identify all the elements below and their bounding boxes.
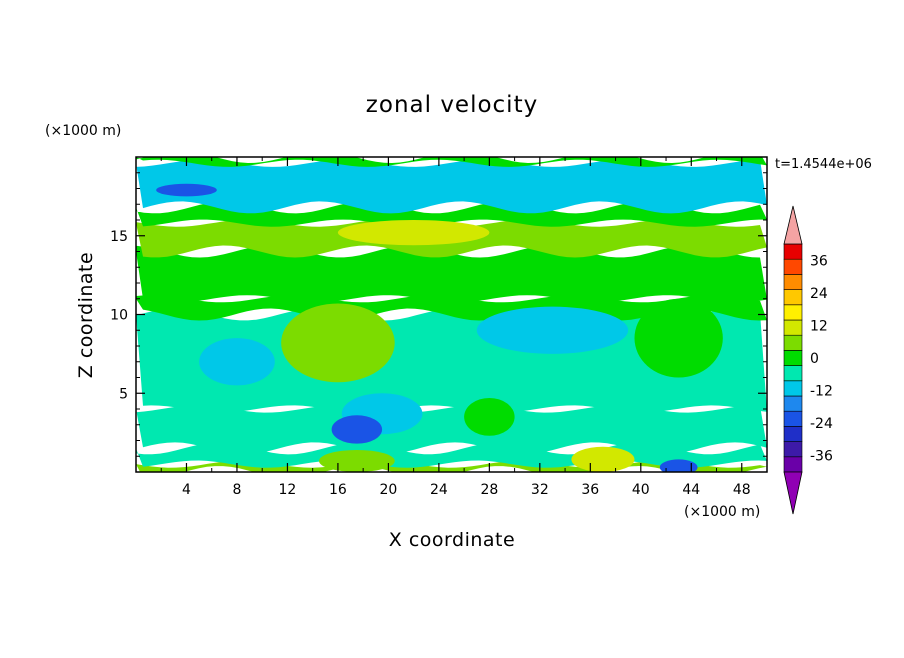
x-tick-label: 4 [182,482,191,498]
contour-feature-6 [156,183,217,197]
colorbar: -36 -24 -12 0 12 24 36 [783,205,833,515]
colorbar-tick-label: 0 [810,351,819,367]
colorbar-swatch-1 [783,441,803,458]
x-tick-label: 32 [531,482,549,498]
x-tick-label: 20 [379,482,397,498]
colorbar-swatch-8 [783,334,803,351]
y-tick-label: 5 [119,386,128,402]
colorbar-swatch-13 [783,258,803,275]
x-tick-label: 36 [581,482,599,498]
colorbar-swatch-9 [783,319,803,336]
contour-feature-7 [659,459,698,472]
x-tick-label: 28 [480,482,498,498]
colorbar-tick-label: -24 [810,416,833,432]
contour-feature-10 [337,220,490,246]
colorbar-tick-label: 36 [810,253,828,269]
x-axis-label: X coordinate [389,529,515,551]
colorbar-swatch-12 [783,274,803,290]
colorbar-swatch-10 [783,304,803,321]
colorbar-over-triangle [783,205,803,245]
colorbar-swatch-0 [783,456,803,473]
x-tick-label: 8 [232,482,241,498]
contour-band-8 [136,159,767,214]
y-axis-unit: (×1000 m) [45,123,121,139]
x-tick-label: 16 [329,482,347,498]
contour-field [136,157,767,472]
colorbar-swatch-14 [783,243,803,260]
chart-title: zonal velocity [366,92,538,118]
contour-feature-5 [331,415,383,444]
contour-feature-1 [476,306,629,354]
x-axis-unit: (×1000 m) [684,504,760,520]
colorbar-under-triangle [783,471,803,515]
colorbar-swatch-7 [783,350,803,366]
x-tick-label: 40 [632,482,650,498]
colorbar-swatch-11 [783,289,803,306]
colorbar-swatch-2 [783,426,803,442]
x-tick-label: 44 [682,482,700,498]
colorbar-tick-label: 24 [810,286,828,302]
contour-band-2 [136,405,767,455]
contour-feature-8 [571,446,635,472]
colorbar-swatch-5 [783,380,803,397]
colorbar-swatch-3 [783,410,803,427]
contour-band-5 [136,245,767,303]
colorbar-tick-label: -12 [810,384,833,400]
contour-band-7 [136,201,767,227]
y-axis-label: Z coordinate [75,252,97,378]
x-tick-label: 48 [733,482,751,498]
contour-band-9 [136,157,767,167]
colorbar-swatch-4 [783,395,803,412]
colorbar-swatch-6 [783,365,803,382]
contour-feature-0 [281,303,395,383]
time-label: t=1.4544e+06 [775,157,872,172]
colorbar-tick-label: 12 [810,318,828,334]
contour-feature-2 [634,298,723,378]
contour-feature-9 [318,449,395,472]
contour-feature-11 [199,338,275,386]
colorbar-tick-label: -36 [810,449,833,465]
contour-feature-3 [464,397,515,436]
y-tick-label: 15 [110,229,128,245]
x-tick-label: 12 [279,482,297,498]
x-tick-label: 24 [430,482,448,498]
y-tick-label: 10 [110,308,128,324]
